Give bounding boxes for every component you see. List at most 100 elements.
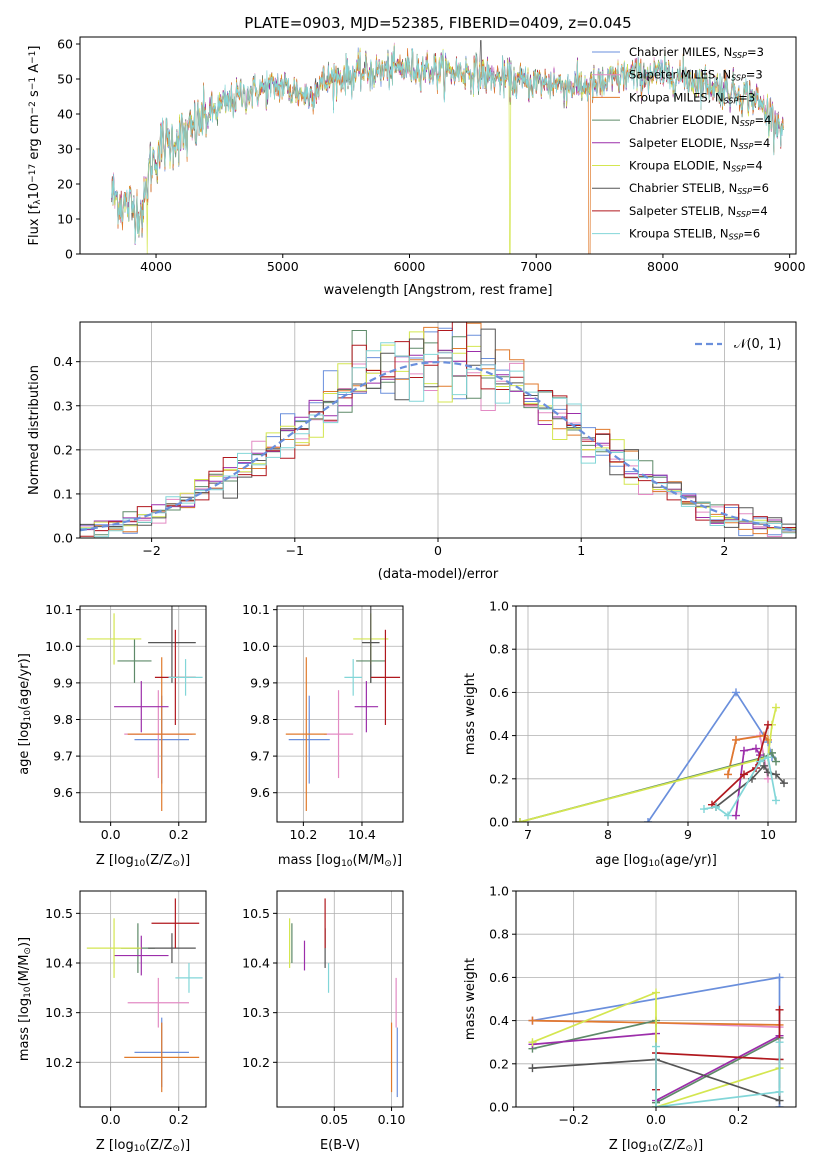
y-tick-label: 10.1 [45,602,73,617]
x-tick-label: 0.2 [169,827,189,842]
x-tick-label: 0.0 [101,1112,121,1127]
x-axis-label-part: ⊙ [172,1144,180,1154]
x-axis-label: E(B-V) [320,1138,360,1153]
data-point-marker [772,770,780,779]
y-axis-label: mass [log10(M/M⊙)] [17,937,33,1061]
y-tick-label: 1.0 [489,599,509,614]
legend-sub: SSP [729,233,744,242]
y-tick-label: 0.6 [489,685,509,700]
y-axis-label-part: 10 [23,710,33,722]
data-point-marker [652,988,660,997]
x-tick-label: 8 [604,827,612,842]
legend-post: =6 [743,227,760,241]
y-tick-label: 9.7 [53,749,73,764]
data-point-marker [772,796,780,805]
x-axis-label-part: 10 [341,859,353,869]
data-point-marker [775,1038,784,1047]
y-axis-label-part: 10 [27,183,42,200]
x-tick-label: 0.10 [378,1112,406,1127]
mass-weight-series-4 [735,747,761,816]
mass-weight-series-2 [727,734,769,775]
y-tick-label: 0 [65,247,73,262]
x-axis-label: age [log10(age/yr)] [595,853,717,869]
y-axis-label-part: (M/M [17,955,32,987]
y-tick-label: 40 [57,107,73,122]
axes-frame [79,36,797,255]
data-point-marker [644,818,652,822]
x-axis-label-part: ⊙ [172,859,180,869]
x-axis-label-part: 10 [134,859,146,869]
data-point-marker [775,1005,784,1014]
grid [277,606,403,822]
x-axis-label: Z [log10(Z/Z⊙)] [96,853,190,869]
error-bars [86,606,203,812]
x-tick-label: 9000 [774,259,806,274]
x-axis-label: mass [log10(M/M⊙)] [278,853,402,869]
grid [516,605,796,823]
y-axis-label-part: −2 [28,101,38,114]
legend-entry: Kroupa ELODIE, NSSP=4 [629,159,763,174]
legend-sub: SSP [724,96,739,105]
mass-vs-extinction-panel: 0.05 0.10 10.2 10.3 10.4 10.5 E(B-V) [242,890,406,1153]
x-tick-label: 10.2 [289,827,317,842]
series-lines [516,688,788,822]
mass-weight-series-7 [655,1009,781,1090]
y-tick-label: 9.6 [53,785,73,800]
x-tick-label: −2 [142,543,160,558]
data-point-marker [652,1103,660,1107]
y-axis-label-part: −17 [28,164,38,183]
y-tick-label: 0.2 [489,771,509,786]
x-axis-label-part: age [log [595,853,648,868]
x-tick-label: 2 [720,543,728,558]
grid [80,891,206,1107]
y-axis-label: Normed distribution [27,365,42,495]
error-bars [86,898,203,1093]
normal-reference-curve [80,360,796,532]
legend-entry: Salpeter STELIB, NSSP=4 [629,204,768,219]
x-axis-label-part: )] [180,853,190,868]
x-tick-label: 0.05 [320,1112,348,1127]
y-tick-label: 10.5 [242,906,270,921]
y-axis-label-part: A [27,64,42,77]
data-point-marker [516,818,524,822]
x-axis-label-part: ⊙ [384,859,392,869]
y-tick-label: 9.7 [250,749,270,764]
x-tick-label: 0.2 [728,1112,748,1127]
y-tick-label: 10.4 [242,956,270,971]
y-tick-label: 10.1 [242,602,270,617]
y-tick-label: 0.8 [489,927,509,942]
series-lines [528,973,784,1107]
x-axis-label-part: 10 [134,1144,146,1154]
legend-entry: Chabrier ELODIE, NSSP=4 [629,113,771,128]
x-tick-label: 4000 [140,259,172,274]
y-tick-label: 9.9 [250,675,270,690]
y-tick-label: 1.0 [489,884,509,899]
y-tick-label: 0.6 [489,970,509,985]
data-point-marker [775,1096,784,1105]
spectrum-lines [111,40,784,254]
x-tick-label: 7000 [520,259,552,274]
legend-post: =3 [738,90,755,104]
legend-sub: SSP [731,74,746,83]
y-axis-label-part: 10 [23,986,33,998]
y-tick-label: 10.0 [242,639,270,654]
y-tick-label: 10.5 [45,906,73,921]
legend-entry: Kroupa STELIB, NSSP=6 [629,227,760,242]
data-point-marker [732,811,740,820]
mass-weight-series-8 [655,1042,781,1107]
error-bars [285,606,401,812]
x-axis-label-part: 10 [648,859,660,869]
x-axis-label-part: (Z/Z [145,1138,172,1153]
data-point-marker [732,688,740,697]
legend-text: Chabrier MILES, N [629,45,732,59]
legend-entry: Salpeter ELODIE, NSSP=4 [629,136,770,151]
x-tick-label: 6000 [394,259,426,274]
grid [277,891,403,1107]
axes-frame [79,890,207,1108]
data-point-marker [772,757,780,766]
legend-sub: SSP [740,119,755,128]
x-tick-label: 10.4 [348,827,376,842]
legend-entry: Chabrier STELIB, NSSP=6 [629,181,769,196]
y-tick-label: 0.4 [489,1013,509,1028]
